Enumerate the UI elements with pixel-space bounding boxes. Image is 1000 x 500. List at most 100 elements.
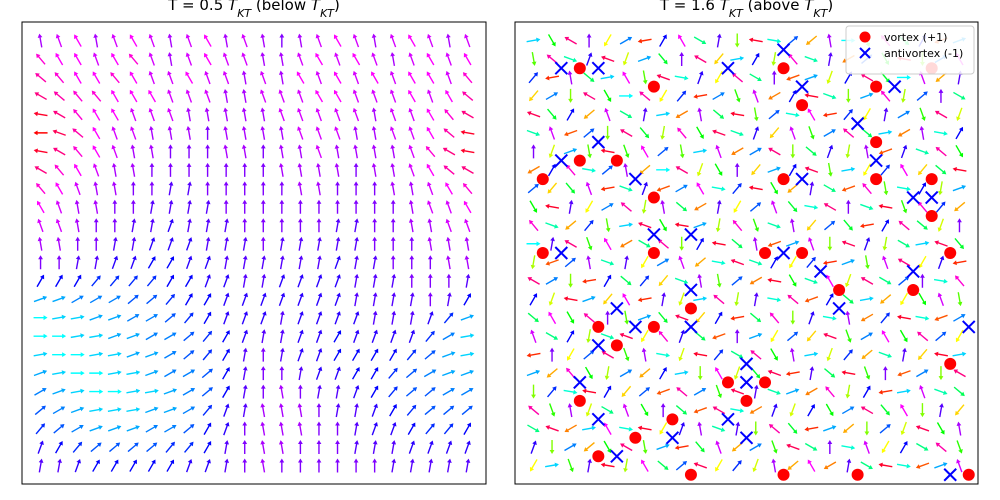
spin-arrow [641, 459, 649, 472]
spin-arrow [126, 351, 140, 358]
spin-arrow [443, 312, 454, 324]
spin-arrow [242, 458, 248, 473]
spin-arrow [242, 218, 248, 233]
spin-arrow [130, 199, 136, 214]
spin-arrow [956, 440, 963, 454]
spin-arrow [185, 237, 193, 251]
spin-arrow [843, 219, 853, 231]
spin-arrow [406, 404, 417, 416]
spin-arrow [841, 370, 856, 376]
spin-arrow [582, 425, 596, 431]
spin-arrow [548, 126, 556, 140]
spin-arrow [334, 274, 341, 288]
spin-arrow [804, 296, 819, 303]
spin-arrow [600, 186, 615, 192]
spin-arrow [70, 388, 85, 394]
spin-arrow [242, 366, 248, 381]
spin-arrow [445, 89, 453, 103]
spin-arrow [90, 442, 102, 453]
spin-arrow [55, 33, 63, 48]
spin-arrow [89, 389, 104, 394]
spin-arrow [860, 406, 874, 415]
spin-arrow [279, 458, 285, 473]
spin-arrow [789, 347, 795, 362]
spin-arrow [315, 89, 324, 103]
spin-arrow [74, 181, 81, 196]
spin-arrow [770, 181, 778, 195]
spin-arrow [639, 275, 650, 287]
spin-arrow [130, 181, 136, 196]
spin-arrow [749, 202, 762, 212]
spin-arrow [74, 199, 80, 214]
spin-arrow [333, 89, 342, 103]
spin-arrow [767, 369, 782, 377]
plot-frame [21, 21, 487, 485]
spin-arrow [642, 107, 648, 122]
spin-arrow [36, 274, 45, 288]
antivortex-marker [850, 116, 865, 131]
spin-arrow [146, 442, 158, 453]
spin-arrow [407, 422, 416, 435]
spin-arrow [203, 440, 212, 454]
spin-arrow [935, 146, 947, 157]
spin-arrow [89, 295, 103, 304]
spin-arrow [52, 406, 66, 415]
spin-arrow [679, 51, 685, 66]
spin-arrow [808, 237, 815, 251]
spin-arrow [531, 144, 536, 159]
spin-arrow [445, 70, 452, 85]
spin-arrow [34, 92, 47, 101]
spin-arrow [222, 70, 230, 85]
vortex-marker [962, 468, 975, 481]
spin-arrow [408, 144, 415, 159]
spin-arrow [748, 185, 763, 191]
spin-arrow [529, 90, 539, 102]
spin-arrow [601, 55, 615, 63]
spin-arrow [126, 332, 140, 340]
spin-arrow [827, 162, 833, 177]
spin-arrow [296, 71, 305, 84]
spin-arrow [53, 110, 66, 119]
spin-arrow [528, 405, 540, 416]
spin-arrow [53, 91, 65, 101]
spin-arrow [408, 329, 416, 343]
spin-arrow [297, 329, 304, 343]
spin-arrow [901, 88, 906, 103]
vortex-marker [536, 173, 549, 186]
spin-arrow [34, 166, 47, 174]
spin-arrow [582, 278, 597, 284]
spin-arrow [529, 200, 538, 213]
spin-arrow [279, 199, 285, 214]
spin-arrow [804, 426, 819, 432]
spin-arrow [278, 440, 284, 455]
spin-arrow [55, 274, 63, 288]
spin-arrow [297, 199, 303, 214]
spin-arrow [656, 111, 671, 117]
spin-arrow [565, 182, 576, 194]
spin-arrow [660, 199, 666, 214]
spin-arrow [917, 348, 928, 361]
spin-arrow [659, 218, 667, 232]
spin-arrow [261, 273, 267, 288]
spin-arrow [879, 424, 891, 434]
spin-arrow [460, 333, 475, 339]
spin-arrow [75, 236, 81, 251]
spin-arrow [860, 203, 874, 211]
spin-arrow [896, 75, 911, 80]
spin-arrow [297, 403, 303, 418]
spin-arrow [354, 403, 359, 418]
spin-arrow [168, 162, 173, 177]
spin-arrow [730, 129, 744, 137]
spin-arrow [224, 255, 230, 270]
spin-arrow [390, 52, 396, 66]
spin-arrow [405, 387, 418, 397]
spin-arrow [679, 236, 685, 251]
spin-arrow [715, 440, 722, 454]
spin-arrow [164, 351, 177, 359]
spin-arrow [130, 126, 137, 140]
spin-arrow [582, 295, 596, 303]
spin-arrow [526, 111, 541, 118]
spin-arrow [388, 367, 398, 379]
spin-arrow [460, 314, 475, 321]
antivortex-marker [554, 61, 569, 75]
